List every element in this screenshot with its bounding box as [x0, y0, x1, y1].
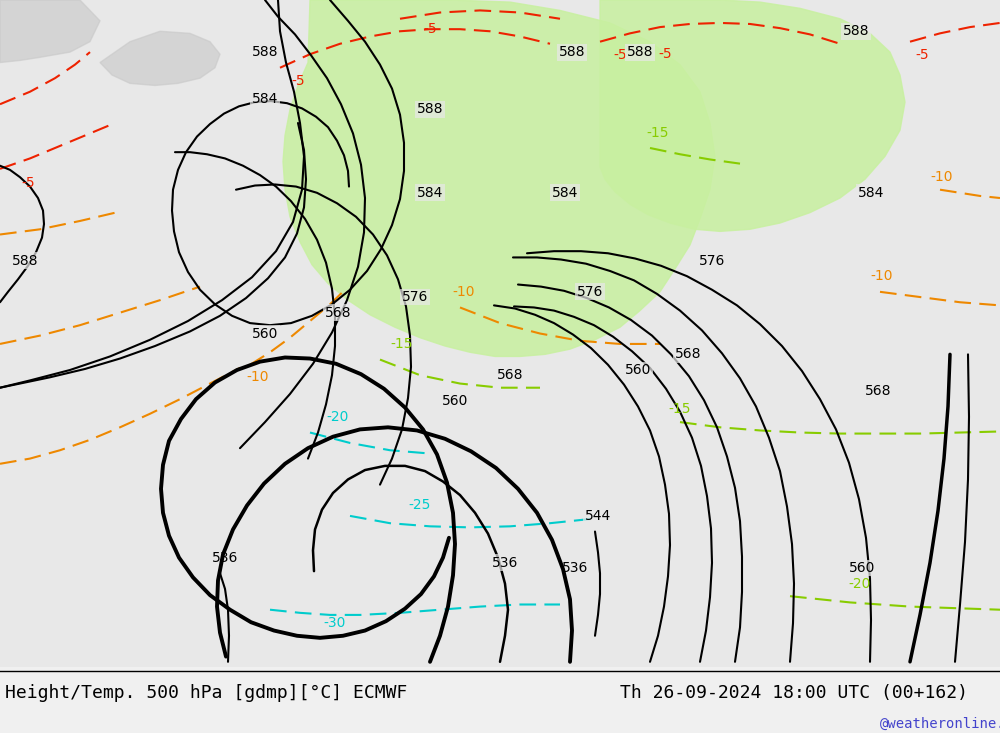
Text: 544: 544 [585, 509, 611, 523]
Text: -5: -5 [658, 47, 672, 61]
Text: 568: 568 [497, 368, 523, 382]
Text: -5: -5 [423, 22, 437, 36]
Text: 588: 588 [843, 24, 869, 38]
Text: 560: 560 [442, 394, 468, 408]
Text: 576: 576 [699, 254, 725, 268]
Text: 576: 576 [577, 285, 603, 299]
Text: -5: -5 [21, 177, 35, 191]
Text: 588: 588 [417, 103, 443, 117]
Text: -10: -10 [453, 285, 475, 299]
Text: -10: -10 [871, 269, 893, 283]
Polygon shape [0, 0, 100, 62]
Text: -25: -25 [409, 498, 431, 512]
Text: 536: 536 [212, 550, 238, 564]
Text: 588: 588 [12, 254, 38, 268]
Text: 536: 536 [562, 561, 588, 575]
Text: 588: 588 [252, 45, 278, 59]
Text: 568: 568 [675, 347, 701, 361]
Text: 560: 560 [625, 363, 651, 377]
Polygon shape [600, 0, 905, 232]
Polygon shape [283, 0, 715, 356]
Text: -5: -5 [291, 74, 305, 88]
Text: -15: -15 [391, 337, 413, 351]
Text: -5: -5 [613, 48, 627, 62]
Text: 584: 584 [858, 185, 884, 200]
Text: -20: -20 [849, 577, 871, 591]
Text: -20: -20 [327, 410, 349, 424]
Text: Height/Temp. 500 hPa [gdmp][°C] ECMWF: Height/Temp. 500 hPa [gdmp][°C] ECMWF [5, 684, 407, 701]
Text: -10: -10 [931, 170, 953, 184]
Text: Th 26-09-2024 18:00 UTC (00+162): Th 26-09-2024 18:00 UTC (00+162) [620, 684, 968, 701]
Text: @weatheronline.co.uk: @weatheronline.co.uk [880, 717, 1000, 732]
Text: -5: -5 [915, 48, 929, 62]
Polygon shape [100, 32, 220, 86]
Text: 588: 588 [627, 45, 653, 59]
Text: 584: 584 [552, 185, 578, 200]
Text: 584: 584 [252, 92, 278, 106]
Text: 576: 576 [402, 290, 428, 304]
Text: -10: -10 [247, 370, 269, 384]
Text: -30: -30 [324, 616, 346, 630]
Text: -15: -15 [647, 126, 669, 141]
Text: 560: 560 [849, 561, 875, 575]
Text: 588: 588 [559, 45, 585, 59]
Text: 568: 568 [325, 306, 351, 320]
Text: 536: 536 [492, 556, 518, 570]
Text: 568: 568 [865, 384, 891, 398]
Text: -15: -15 [669, 402, 691, 416]
Text: 560: 560 [252, 326, 278, 341]
Text: 584: 584 [417, 185, 443, 200]
